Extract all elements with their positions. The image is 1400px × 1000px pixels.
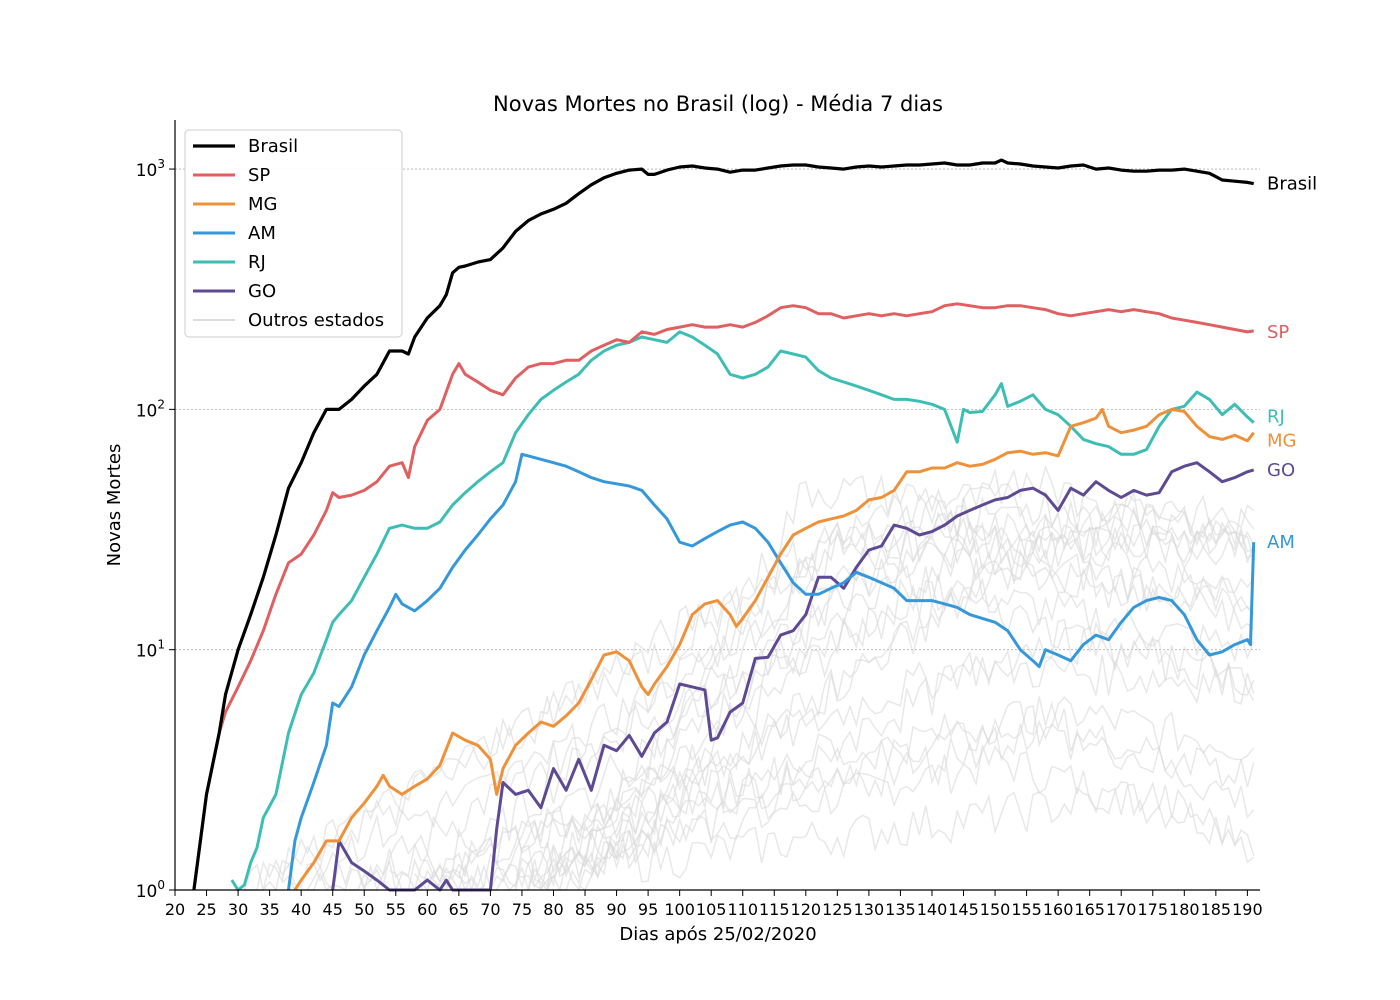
series-line-am [287, 452, 1256, 891]
series-line-rj [230, 330, 1255, 892]
legend: Brasil SP MG AM RJ GO Outros estados [184, 129, 403, 338]
end-labels: Brasil SP MG AM RJ GO [1267, 174, 1317, 554]
x-tick-label: 175 [1137, 900, 1168, 919]
x-tick-label: 100 [664, 900, 695, 919]
x-tick-label: 20 [165, 900, 185, 919]
y-ticks: 100 101 102 103 [136, 157, 175, 902]
series-line-mg [293, 407, 1255, 891]
end-label-rj: RJ [1267, 407, 1285, 428]
x-tick-label: 45 [323, 900, 343, 919]
x-tick-label: 110 [727, 900, 758, 919]
axes [174, 120, 1260, 891]
x-tick-label: 145 [948, 900, 979, 919]
end-label-brasil: Brasil [1267, 174, 1317, 195]
other-state-line [515, 536, 1255, 888]
legend-label: MG [248, 194, 277, 215]
other-state-line [426, 519, 1255, 891]
x-tick-label: 30 [228, 900, 248, 919]
x-tick-label: 90 [606, 900, 626, 919]
series-line-go [331, 461, 1255, 892]
series-lines [192, 158, 1256, 892]
legend-label: Outros estados [248, 310, 384, 331]
y-axis-label: Novas Mortes [104, 444, 125, 567]
series-line-brasil [192, 158, 1254, 891]
x-tick-label: 85 [575, 900, 595, 919]
x-ticks: 20 25 30 35 40 45 50 55 60 65 70 75 80 85 90 95 100 105 11… [165, 890, 1263, 919]
other-state-line [345, 558, 1255, 891]
other-state-line [281, 696, 1255, 892]
x-tick-label: 115 [759, 900, 790, 919]
other-state-line [243, 530, 1255, 891]
legend-label: SP [248, 165, 270, 186]
legend-label: AM [248, 223, 276, 244]
x-tick-label: 155 [1011, 900, 1042, 919]
other-state-line [503, 465, 1255, 891]
other-state-line [408, 744, 1255, 893]
legend-label: RJ [248, 252, 266, 273]
y-tick-label: 101 [136, 638, 165, 662]
other-state-line [484, 719, 1255, 891]
x-tick-label: 70 [480, 900, 500, 919]
x-tick-label: 60 [417, 900, 437, 919]
y-tick-label: 100 [136, 878, 165, 902]
end-label-am: AM [1267, 532, 1295, 553]
series-line-sp [192, 302, 1254, 891]
end-label-sp: SP [1267, 322, 1289, 343]
x-tick-label: 120 [791, 900, 822, 919]
x-tick-label: 80 [543, 900, 563, 919]
x-tick-label: 135 [885, 900, 916, 919]
x-tick-label: 35 [259, 900, 279, 919]
x-tick-label: 125 [822, 900, 853, 919]
other-state-line [389, 649, 1255, 891]
x-tick-label: 55 [386, 900, 406, 919]
y-tick-label: 102 [136, 397, 165, 421]
x-tick-label: 160 [1043, 900, 1074, 919]
end-label-go: GO [1267, 460, 1295, 481]
x-tick-label: 25 [196, 900, 216, 919]
legend-label: GO [248, 281, 276, 302]
x-axis-label: Dias após 25/02/2020 [619, 924, 816, 945]
y-tick-label: 103 [136, 157, 165, 181]
x-tick-label: 95 [638, 900, 658, 919]
x-tick-label: 75 [512, 900, 532, 919]
end-label-mg: MG [1267, 431, 1296, 452]
x-tick-label: 130 [854, 900, 885, 919]
x-tick-label: 185 [1201, 900, 1232, 919]
x-tick-label: 180 [1169, 900, 1200, 919]
x-tick-label: 165 [1074, 900, 1105, 919]
x-tick-label: 105 [696, 900, 727, 919]
other-state-line [414, 781, 1255, 893]
x-tick-label: 170 [1106, 900, 1137, 919]
x-tick-label: 190 [1232, 900, 1263, 919]
x-tick-label: 140 [917, 900, 948, 919]
legend-box [184, 129, 403, 338]
chart-title: Novas Mortes no Brasil (log) - Média 7 d… [493, 92, 943, 116]
other-state-line [244, 521, 1255, 891]
x-tick-label: 150 [980, 900, 1011, 919]
x-tick-label: 65 [449, 900, 469, 919]
other-state-line [527, 590, 1255, 891]
legend-label: Brasil [248, 136, 298, 157]
x-tick-label: 50 [354, 900, 374, 919]
x-tick-label: 40 [291, 900, 311, 919]
